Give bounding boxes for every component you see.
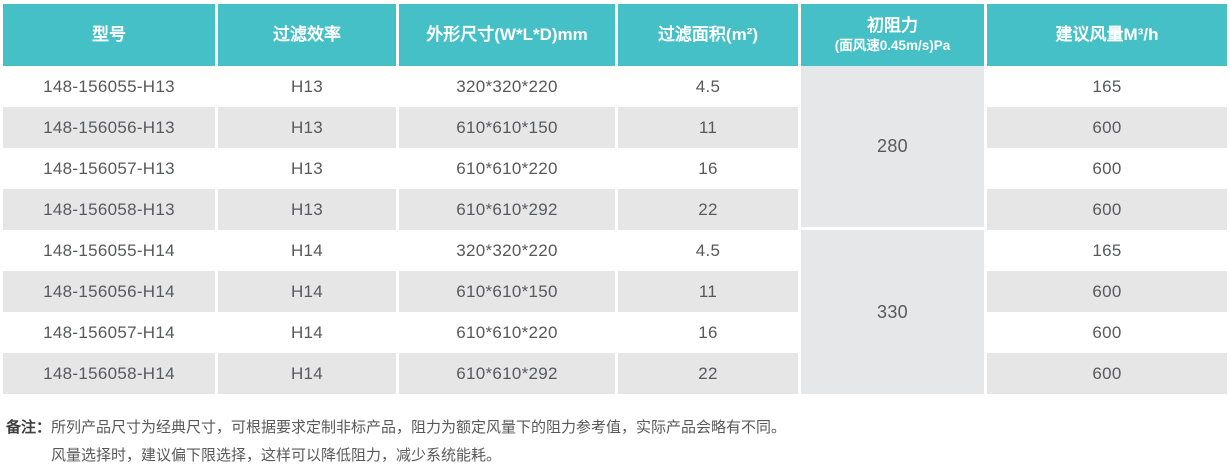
dimensions-cell: 610*610*150 xyxy=(399,271,615,312)
area-cell: 4.5 xyxy=(618,66,798,107)
footnote-line-1: 备注：所列产品尺寸为经典尺寸，可根据要求定制非标产品，阻力为额定风量下的阻力参考… xyxy=(6,414,1230,442)
header-area: 过滤面积(m²) xyxy=(618,4,798,66)
area-cell: 4.5 xyxy=(618,230,798,271)
filter-spec-table: 型号 过滤效率 外形尺寸(W*L*D)mm 过滤面积(m²) 初阻力 (面风速0… xyxy=(0,4,1230,394)
header-efficiency-label: 过滤效率 xyxy=(273,25,341,45)
table-row: 148-156055-H13 H13 320*320*220 4.5 280 1… xyxy=(3,66,1227,230)
model-cell: 148-156057-H13 xyxy=(3,148,215,189)
efficiency-cell: H13 xyxy=(218,107,396,148)
header-airflow-label: 建议风量M³/h xyxy=(1055,25,1159,45)
model-cell: 148-156058-H14 xyxy=(3,353,215,394)
area-cell: 22 xyxy=(618,353,798,394)
footnotes: 备注：所列产品尺寸为经典尺寸，可根据要求定制非标产品，阻力为额定风量下的阻力参考… xyxy=(6,414,1230,470)
header-row: 型号 过滤效率 外形尺寸(W*L*D)mm 过滤面积(m²) 初阻力 (面风速0… xyxy=(3,4,1227,66)
resistance-merged-cell-h14: 330 xyxy=(801,230,984,394)
header-dimensions: 外形尺寸(W*L*D)mm xyxy=(399,4,615,66)
header-airflow: 建议风量M³/h xyxy=(987,4,1227,66)
area-cell: 11 xyxy=(618,271,798,312)
header-dimensions-label: 外形尺寸(W*L*D)mm xyxy=(426,25,588,45)
model-cell: 148-156055-H14 xyxy=(3,230,215,271)
header-efficiency: 过滤效率 xyxy=(218,4,396,66)
airflow-cell: 600 xyxy=(987,148,1227,189)
table-row: 148-156058-H14 H14 610*610*292 22 600 xyxy=(3,353,1227,394)
dimensions-cell: 610*610*220 xyxy=(399,312,615,353)
airflow-cell: 165 xyxy=(987,66,1227,107)
header-resistance-sublabel: (面风速0.45m/s)Pa xyxy=(834,38,951,54)
area-cell: 11 xyxy=(618,107,798,148)
table-row: 148-156056-H13 H13 610*610*150 11 600 xyxy=(3,107,1227,148)
footnote-text-2: 风量选择时，建议偏下限选择，这样可以降低阻力，减少系统能耗。 xyxy=(51,447,502,464)
dimensions-cell: 610*610*292 xyxy=(399,189,615,230)
airflow-cell: 600 xyxy=(987,271,1227,312)
efficiency-cell: H14 xyxy=(218,312,396,353)
area-cell: 22 xyxy=(618,189,798,230)
dimensions-cell: 610*610*292 xyxy=(399,353,615,394)
efficiency-cell: H13 xyxy=(218,148,396,189)
dimensions-cell: 610*610*220 xyxy=(399,148,615,189)
airflow-cell: 165 xyxy=(987,230,1227,271)
dimensions-cell: 320*320*220 xyxy=(399,230,615,271)
header-model: 型号 xyxy=(3,4,215,66)
footnote-line-2: 风量选择时，建议偏下限选择，这样可以降低阻力，减少系统能耗。 xyxy=(51,442,1230,470)
airflow-cell: 600 xyxy=(987,312,1227,353)
airflow-cell: 600 xyxy=(987,189,1227,230)
header-resistance: 初阻力 (面风速0.45m/s)Pa xyxy=(801,4,984,66)
table-row: 148-156057-H13 H13 610*610*220 16 600 xyxy=(3,148,1227,189)
efficiency-cell: H13 xyxy=(218,66,396,107)
table-row: 148-156058-H13 H13 610*610*292 22 600 xyxy=(3,189,1227,230)
table-row: 148-156056-H14 H14 610*610*150 11 600 xyxy=(3,271,1227,312)
model-cell: 148-156055-H13 xyxy=(3,66,215,107)
model-cell: 148-156058-H13 xyxy=(3,189,215,230)
area-cell: 16 xyxy=(618,148,798,189)
header-model-label: 型号 xyxy=(92,25,126,45)
resistance-merged-cell-h13: 280 xyxy=(801,66,984,230)
model-cell: 148-156057-H14 xyxy=(3,312,215,353)
model-cell: 148-156056-H14 xyxy=(3,271,215,312)
efficiency-cell: H14 xyxy=(218,271,396,312)
efficiency-cell: H14 xyxy=(218,230,396,271)
table-row: 148-156055-H14 H14 320*320*220 4.5 330 1… xyxy=(3,230,1227,394)
dimensions-cell: 320*320*220 xyxy=(399,66,615,107)
area-cell: 16 xyxy=(618,312,798,353)
model-cell: 148-156056-H13 xyxy=(3,107,215,148)
header-area-label: 过滤面积(m²) xyxy=(657,25,759,45)
airflow-cell: 600 xyxy=(987,353,1227,394)
airflow-cell: 600 xyxy=(987,107,1227,148)
footnote-label: 备注： xyxy=(6,419,52,436)
table-row: 148-156057-H14 H14 610*610*220 16 600 xyxy=(3,312,1227,353)
efficiency-cell: H14 xyxy=(218,353,396,394)
header-resistance-label: 初阻力 xyxy=(867,15,918,35)
dimensions-cell: 610*610*150 xyxy=(399,107,615,148)
efficiency-cell: H13 xyxy=(218,189,396,230)
footnote-text-1: 所列产品尺寸为经典尺寸，可根据要求定制非标产品，阻力为额定风量下的阻力参考值，实… xyxy=(51,419,787,436)
